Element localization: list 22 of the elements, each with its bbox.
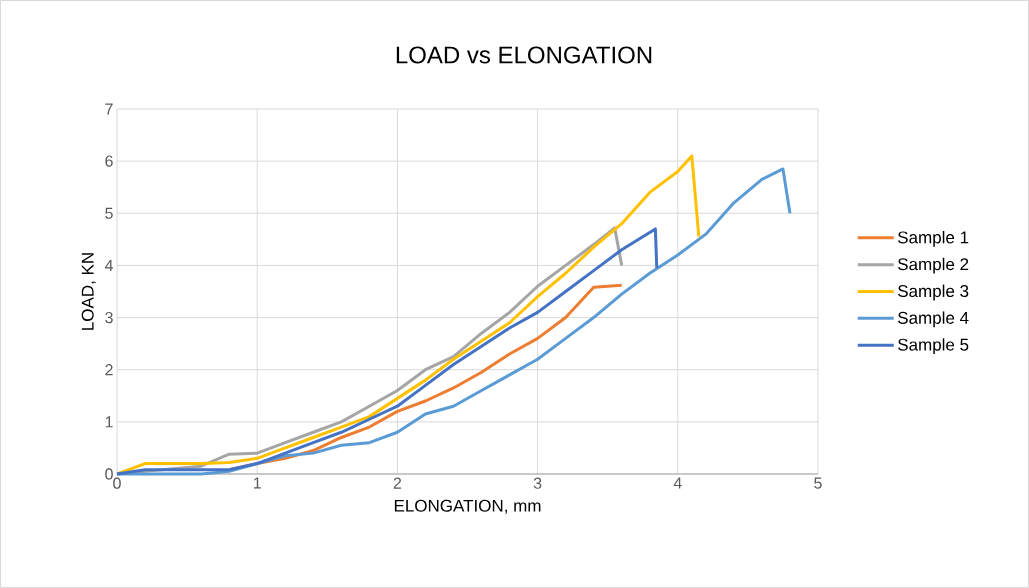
x-axis-title: ELONGATION, mm	[394, 499, 541, 514]
x-tick-label: 1	[253, 477, 261, 489]
x-tick-label: 3	[533, 477, 542, 489]
legend-label: Sample 1	[898, 230, 969, 247]
legend-label: Sample 5	[898, 338, 969, 355]
y-axis-title: LOAD, KN	[81, 253, 96, 330]
chart-title: LOAD vs ELONGATION	[396, 46, 652, 64]
y-tick-label: 4	[104, 259, 113, 271]
y-tick-label: 1	[105, 416, 113, 428]
y-tick-label: 5	[105, 207, 113, 219]
y-tick-label: 7	[105, 103, 113, 115]
y-tick-label: 2	[105, 364, 113, 376]
x-tick-label: 4	[673, 477, 682, 489]
x-tick-label: 2	[393, 477, 402, 489]
legend-label: Sample 3	[898, 284, 969, 301]
x-tick-label: 0	[113, 477, 121, 489]
legend-label: Sample 2	[898, 257, 969, 274]
y-tick-label: 3	[105, 311, 113, 324]
y-tick-label: 0	[105, 468, 113, 480]
legend-label: Sample 4	[898, 311, 969, 328]
y-tick-label: 6	[105, 155, 113, 167]
x-tick-label: 5	[814, 477, 822, 489]
